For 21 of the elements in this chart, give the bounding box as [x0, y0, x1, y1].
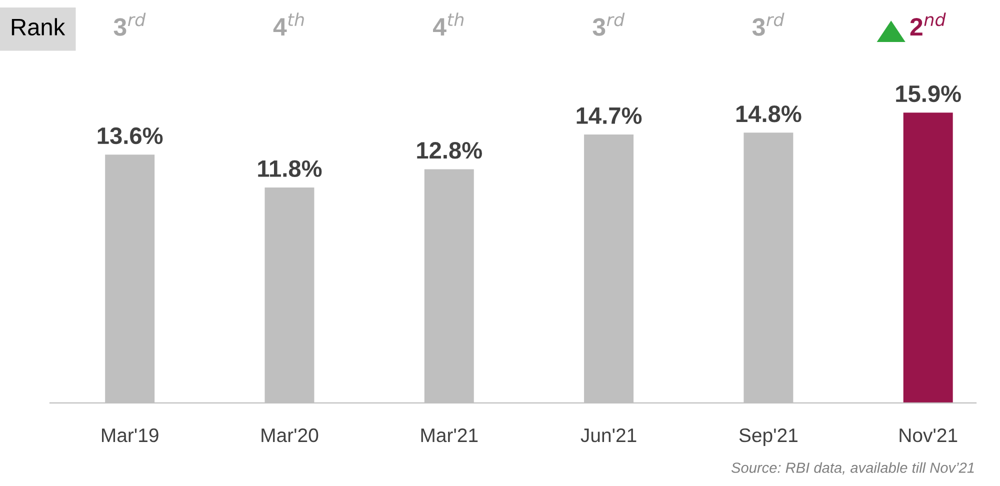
x-tick-label: Jun'21 — [580, 428, 636, 442]
data-label: 15.9% — [896, 85, 961, 102]
text: 2$^{nd}$ — [910, 12, 946, 36]
data-label: 14.7% — [576, 107, 642, 124]
source-note: Source: RBI data, available till Nov’21 — [731, 462, 974, 475]
data-label: 13.6% — [98, 127, 163, 144]
text: 4$^{th}$ — [273, 12, 304, 36]
x-tick-label: Sep'21 — [739, 428, 798, 446]
text: Rank — [12, 18, 66, 36]
data-label: 11.8% — [258, 160, 322, 177]
text: 3$^{rd}$ — [114, 12, 146, 36]
x-tick-label: Mar'20 — [262, 428, 318, 442]
x-tick-label: Mar'19 — [102, 428, 158, 442]
text: 3$^{rd}$ — [592, 12, 625, 36]
text: 3$^{rd}$ — [752, 12, 784, 36]
x-tick-label: Nov'21 — [900, 428, 958, 442]
data-label: 14.8% — [736, 105, 802, 122]
x-tick-label: Mar'21 — [421, 428, 478, 442]
bar — [903, 112, 953, 403]
text: 4$^{th}$ — [433, 12, 464, 36]
data-label: 12.8% — [417, 142, 482, 159]
